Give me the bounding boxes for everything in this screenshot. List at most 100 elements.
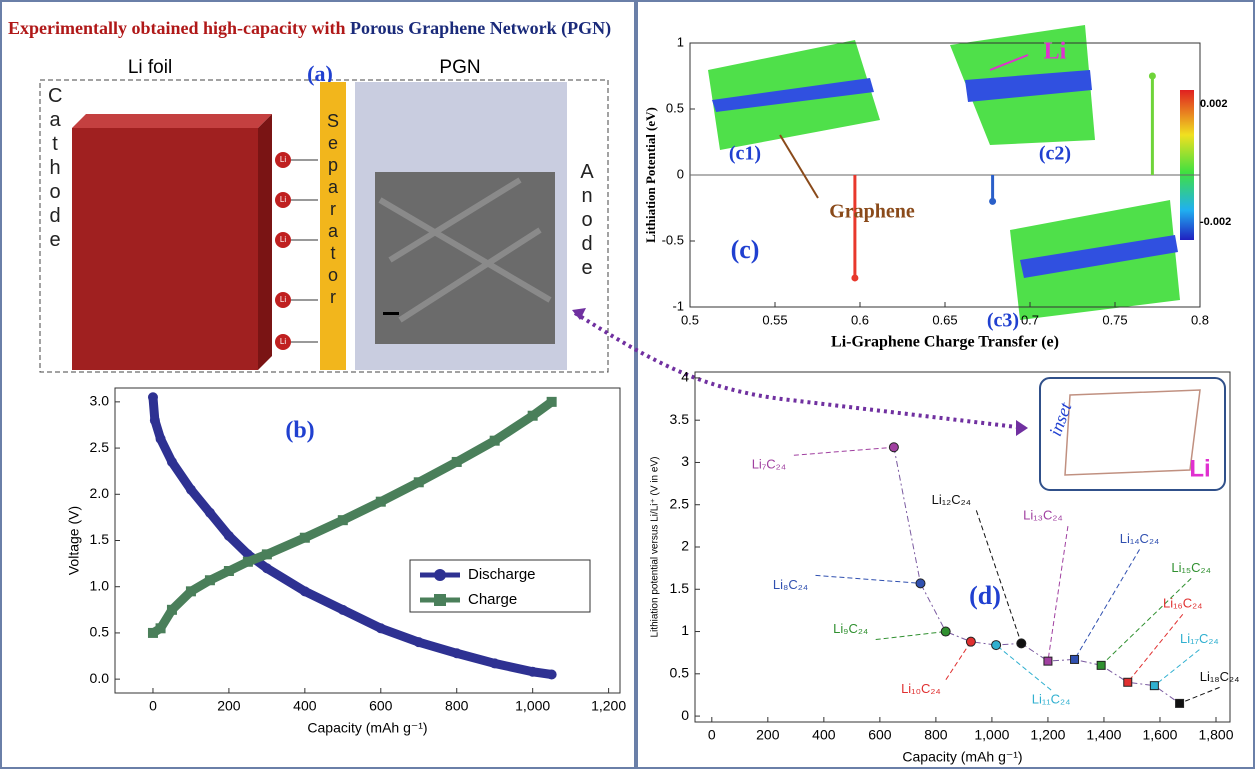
x-tick-label: 0 xyxy=(708,727,716,743)
li-ion xyxy=(275,334,291,350)
x-tick-label: 1,000 xyxy=(515,698,550,714)
separator-label: Separator xyxy=(326,111,339,307)
legend-box xyxy=(409,559,591,613)
label-arrow xyxy=(995,644,1052,691)
point xyxy=(261,549,272,560)
point-label: Li₁₄C₂₄ xyxy=(1120,531,1160,546)
y-tick-label: 1 xyxy=(681,622,689,638)
plot-frame xyxy=(114,387,621,694)
label-arrow xyxy=(875,631,946,641)
point-label: Li₁₁C₂₄ xyxy=(1032,692,1071,707)
x-tick-label: 800 xyxy=(924,727,948,743)
point xyxy=(155,623,166,634)
point xyxy=(413,637,424,648)
point xyxy=(166,456,177,467)
point xyxy=(1016,638,1027,649)
foil-top xyxy=(72,114,272,128)
x-tick-label: 0.55 xyxy=(762,312,787,327)
y-tick-label: 0 xyxy=(677,166,684,181)
annotation: Graphene xyxy=(829,201,915,223)
anode-label: Anode xyxy=(580,161,594,279)
li-ion-label: Li xyxy=(280,295,286,304)
panel-label: (b) xyxy=(285,418,314,444)
point xyxy=(413,477,424,488)
x-tick-label: 1,200 xyxy=(591,698,626,714)
x-tick-label: 0.8 xyxy=(1191,312,1209,327)
title-red: Experimentally obtained high-capacity wi… xyxy=(8,18,346,38)
point xyxy=(375,623,386,634)
li-ion-label: Li xyxy=(280,195,286,204)
stem-tip xyxy=(851,274,859,282)
point xyxy=(147,392,158,403)
x-tick-label: 0 xyxy=(149,698,157,714)
point-label: Li₈C₂₄ xyxy=(773,577,808,592)
li-ion-label: Li xyxy=(280,155,286,164)
point xyxy=(1175,698,1185,708)
li-ions: Li Li Li Li Li xyxy=(275,152,318,350)
label-arrow xyxy=(1179,686,1220,704)
arrow-head xyxy=(572,308,586,320)
x-tick-label: 400 xyxy=(293,698,317,714)
point xyxy=(375,496,386,507)
point xyxy=(223,566,234,576)
x-tick-label: 1,800 xyxy=(1198,727,1233,743)
x-tick-label: 0.65 xyxy=(932,312,957,327)
point-label: Li₁₀C₂₄ xyxy=(901,681,941,696)
point xyxy=(888,442,899,453)
left-frame xyxy=(0,0,636,769)
y-tick-label: 0.5 xyxy=(670,665,690,681)
panel-label: (c) xyxy=(731,235,760,264)
y-tick-label: 2 xyxy=(681,538,689,554)
y-tick-label: 0.5 xyxy=(666,100,684,115)
y-tick-label: 0.5 xyxy=(90,624,110,640)
x-tick-label: 1,400 xyxy=(1086,727,1121,743)
legend-label: Charge xyxy=(468,591,517,608)
stem-tip xyxy=(1148,72,1156,80)
pgn-label: PGN xyxy=(439,57,480,78)
point xyxy=(546,669,557,680)
y-tick-label: -0.5 xyxy=(662,232,684,247)
c3-band xyxy=(1020,235,1178,278)
label-arrow xyxy=(1154,649,1200,687)
arrow-head xyxy=(1016,420,1028,436)
y-tick-label: 1.5 xyxy=(90,531,110,547)
point xyxy=(185,586,196,597)
legend-label: Discharge xyxy=(468,566,536,583)
annotation: (c2) xyxy=(1039,143,1071,165)
y-axis-label: Lithiation potential versus Li/Li⁺ (V in… xyxy=(650,457,661,638)
point xyxy=(1123,677,1133,687)
label-arrow xyxy=(1074,549,1140,660)
label-arrow xyxy=(793,446,894,456)
x-axis-label: Capacity (mAh g⁻¹) xyxy=(307,720,427,736)
y-tick-label: 2.5 xyxy=(90,439,110,455)
li-foil-label: Li foil xyxy=(128,57,172,78)
label-arrow xyxy=(1100,577,1192,666)
point-label: Li₁₅C₂₄ xyxy=(1171,560,1210,575)
annotation: (c3) xyxy=(987,310,1019,332)
y-axis-label: Lithiation Potential (eV) xyxy=(643,107,658,243)
y-tick-label: 1.5 xyxy=(670,580,690,596)
x-tick-label: 200 xyxy=(756,727,780,743)
x-tick-label: 1,600 xyxy=(1142,727,1177,743)
sem-texture xyxy=(378,177,552,323)
colorbar-label: -0.002 xyxy=(1200,216,1231,228)
legend-marker xyxy=(434,594,446,606)
y-tick-label: 1.0 xyxy=(90,577,110,593)
y-tick-label: 1 xyxy=(677,34,684,49)
point xyxy=(451,456,462,467)
point xyxy=(965,636,976,647)
x-tick-label: 0.5 xyxy=(681,312,699,327)
c1-band xyxy=(712,78,874,112)
point xyxy=(337,515,348,526)
y-tick-label: 2.0 xyxy=(90,485,110,501)
foil-side xyxy=(258,114,272,370)
y-tick-label: 3 xyxy=(681,453,689,469)
label-arrow xyxy=(1127,613,1184,683)
point xyxy=(451,648,462,659)
point xyxy=(166,604,177,615)
point xyxy=(991,640,1002,651)
point xyxy=(940,626,951,637)
point xyxy=(147,627,158,638)
